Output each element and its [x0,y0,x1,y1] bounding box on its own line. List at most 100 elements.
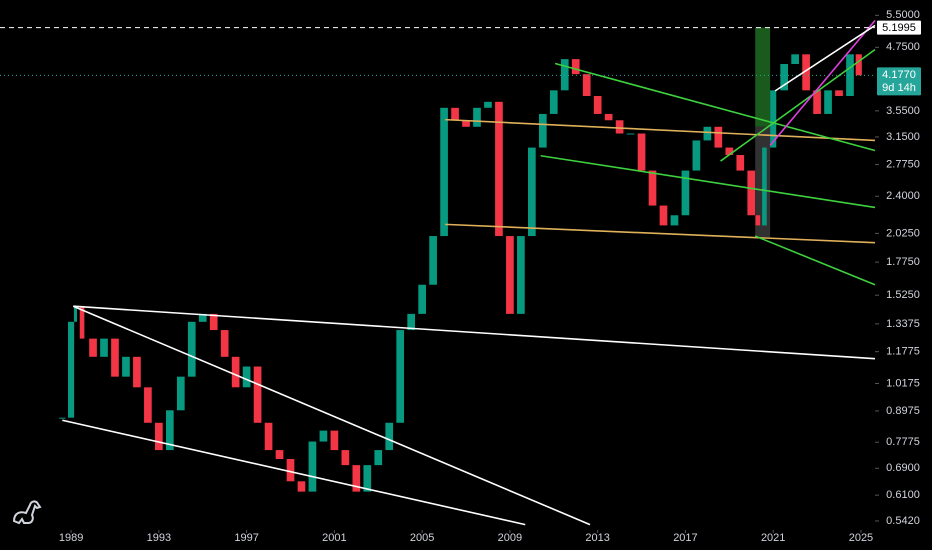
x-tick-label: 2021 [761,532,785,544]
candle [802,54,810,91]
candle [725,147,734,155]
price-label-box [877,20,921,35]
y-tick-label: 0.7775 [886,436,920,448]
candle [297,481,306,492]
y-tick-label: 4.7500 [886,41,920,53]
candle [762,147,767,226]
y-tick-label: 1.5250 [886,289,920,301]
y-tick-label: 3.5500 [886,105,920,117]
candle [549,90,558,114]
candle [198,313,207,322]
logo [12,500,42,525]
x-tick-label: 2013 [585,532,609,544]
trend-line [445,223,876,244]
y-tick-label: 1.1775 [886,346,920,358]
x-tick-label: 2017 [673,532,697,544]
candle [780,64,789,91]
logo-mark [12,500,42,525]
candle [484,101,492,108]
plot: 5.5000 4.7500 3.5500 3.1500 2.7750 2.4000 2.02… [0,9,921,544]
candle [407,313,416,331]
candle [242,366,251,388]
trend-line [73,305,876,360]
trend-line [774,24,876,92]
candle [122,356,130,377]
candle [133,356,141,388]
candle [571,59,580,75]
candle [144,387,152,423]
candle [604,113,613,121]
candle [352,465,361,492]
candle [736,154,745,171]
candle [615,120,624,134]
candle [330,430,339,451]
x-tick-label: 2005 [410,532,434,544]
candle [506,236,514,314]
candle [824,90,832,114]
candle [755,215,761,226]
trend-line [540,154,876,209]
candle [462,120,470,127]
candle [703,126,712,141]
candle [813,90,821,114]
y-tick-label: 0.8975 [886,405,920,417]
trend-line [72,305,591,526]
candle [582,74,591,97]
trend-line [769,20,876,146]
trend-line [445,118,876,142]
candle [89,338,97,357]
candle [385,422,394,451]
candle [68,321,75,418]
x-tick-label: 1997 [234,532,258,544]
candle [319,430,328,442]
candle [100,338,108,357]
candle [791,54,799,65]
candle [770,90,777,148]
candle [495,101,503,237]
candle [220,330,229,357]
candle [79,306,85,339]
candle [209,313,218,331]
candle [275,450,284,459]
y-tick-label: 5.5000 [886,9,920,21]
candle [659,205,668,226]
y-tick-label: 3.1500 [886,131,920,143]
y-tick-label: 0.6900 [886,462,920,474]
y-tick-label: 1.3375 [886,318,920,330]
candle [517,236,525,314]
y-tick-label: 0.6100 [886,489,920,501]
candle [681,170,690,216]
zone [755,27,771,127]
candle [264,422,273,451]
trend-line [554,62,876,152]
price-countdown: 9d 14h [882,82,916,94]
trend-line [62,419,526,526]
x-tick-label: 2009 [498,532,522,544]
candle [637,133,646,171]
candle [59,417,66,419]
y-tick-label: 1.0175 [886,377,920,389]
trend-line [720,48,876,162]
x-tick-label: 1993 [147,532,171,544]
candle [670,215,679,226]
y-tick-label: 1.7750 [886,256,920,268]
candle [341,450,350,466]
candle [374,450,383,466]
candle [692,140,701,171]
candle [231,356,240,388]
candle [187,321,196,377]
candle [286,458,295,482]
candle [846,54,854,97]
y-tick-label: 0.5420 [886,515,920,527]
y-tick-label: 2.4000 [886,190,920,202]
candle [176,376,185,411]
y-tick-label: 2.0250 [886,227,920,239]
x-tick-label: 2025 [849,532,873,544]
price-label: 4.1770 [882,69,916,81]
x-tick-label: 2001 [322,532,346,544]
candle [593,96,602,114]
candle [111,338,119,377]
candle [155,422,163,451]
